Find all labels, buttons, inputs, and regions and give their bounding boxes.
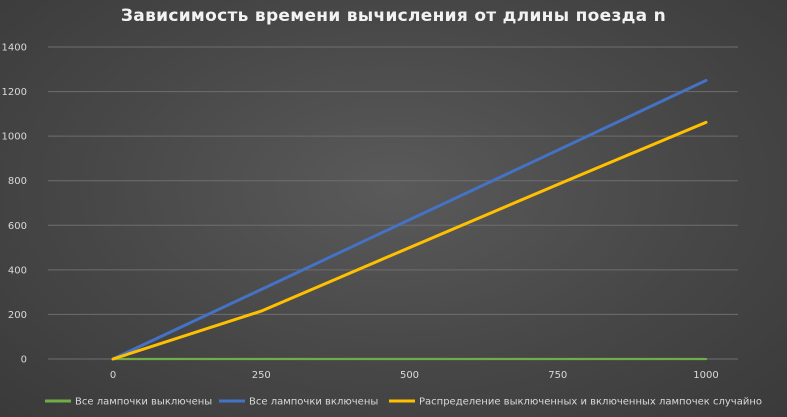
y-tick-label: 200 [8,310,27,321]
x-tick-label: 500 [400,370,419,381]
y-tick-label: 0 [21,355,27,366]
y-tick-label: 1200 [2,87,27,98]
chart-title: Зависимость времени вычисления от длины … [120,6,667,26]
series-line-2 [111,78,708,361]
y-tick-label: 1000 [2,132,27,143]
y-tick-label: 600 [8,221,27,232]
x-tick-label: 1000 [693,370,718,381]
y-tick-label: 800 [8,176,27,187]
legend-label-1: Все лампочки выключены [75,397,212,408]
y-tick-label: 1400 [2,43,27,54]
legend-label-2: Все лампочки включены [249,397,378,408]
x-tick-label: 250 [252,370,271,381]
legend-label-3: Распределение выключенных и включенных л… [419,397,762,408]
series-line-3 [111,120,708,361]
x-tick-label: 750 [548,370,567,381]
y-tick-label: 400 [8,265,27,276]
x-tick-label: 0 [110,370,116,381]
